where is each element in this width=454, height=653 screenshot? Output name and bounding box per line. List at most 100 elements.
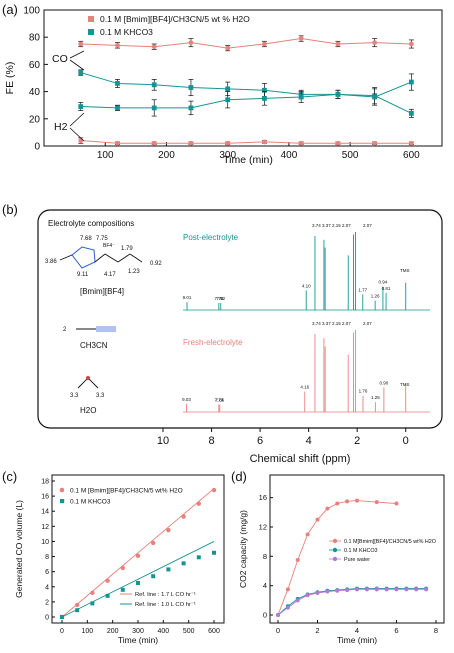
post-top-peak-2: 2.07	[363, 223, 372, 228]
data-point	[384, 587, 389, 592]
data-point	[315, 591, 320, 595]
x-tick-label: 10	[157, 435, 169, 447]
y-tick-label: 40	[29, 87, 41, 98]
data-point	[75, 602, 80, 608]
data-point	[335, 41, 341, 47]
panel-b-chart: Electrolyte compositions 7.68 7.75 BF4⁻ …	[37, 209, 443, 429]
data-point	[262, 41, 267, 47]
bmim-shift-h: 0.92	[150, 261, 162, 267]
y-tick-label: 18	[41, 479, 49, 486]
data-point	[372, 94, 378, 100]
data-point	[105, 578, 110, 583]
nmr-peak-label: 7.70	[214, 398, 223, 403]
legend-swatch-ionic	[88, 16, 94, 22]
acn-name: CH3CN	[80, 341, 108, 350]
x-tick-label: 200	[107, 628, 119, 635]
nmr-peak-label: 1.25	[371, 395, 380, 400]
bmim-name: [Bmim][BF4]	[80, 287, 124, 296]
data-point	[262, 96, 267, 101]
panel-a-label: (a)	[2, 2, 18, 17]
series-line	[277, 588, 427, 616]
x-tick-label: 8	[208, 435, 214, 447]
series-line	[277, 500, 397, 616]
nmr-peak-label: 0.94	[379, 280, 388, 285]
y-tick-label: 8	[45, 554, 49, 561]
panel-a-co-annotation: CO	[52, 53, 68, 65]
data-point	[364, 587, 369, 592]
y-tick-label: 0	[263, 611, 267, 620]
y-tick-label: 8	[263, 552, 267, 561]
legend-marker-ionic	[59, 487, 65, 493]
x-tick-label: 0	[60, 628, 64, 635]
x-tick-label: 100	[97, 150, 114, 161]
x-tick-label: 300	[132, 628, 144, 635]
y-tick-label: 14	[41, 509, 49, 516]
panel-a-x-axis-label: Time (min)	[223, 154, 273, 166]
bmim-shift-e: 4.17	[104, 272, 116, 278]
data-point	[115, 42, 120, 48]
y-tick-label: 16	[41, 494, 49, 501]
panel-d-label: (d)	[231, 469, 247, 484]
data-point	[414, 587, 419, 592]
bmim-shift-d: 9.11	[77, 272, 89, 278]
nmr-peak-label: 7.70	[214, 296, 223, 301]
data-point	[276, 613, 280, 617]
y-tick-label: 100	[23, 6, 40, 17]
data-point	[188, 105, 194, 111]
fresh-top-peaks: 3.74 3.37 2.15 2.07	[312, 321, 351, 326]
data-point	[181, 561, 186, 566]
y-tick-label: 12	[259, 523, 267, 532]
acn-shift: 2	[63, 327, 67, 333]
co-arrow-2	[69, 59, 85, 71]
data-point	[151, 82, 157, 88]
data-point	[285, 587, 290, 592]
data-point	[115, 140, 120, 146]
y-tick-label: 6	[45, 569, 49, 576]
x-tick-label: 300	[219, 150, 236, 161]
y-tick-label: 4	[45, 584, 49, 591]
fresh-top-peak-2: 2.07	[363, 321, 372, 326]
nmr-peak-label: 7.66	[215, 398, 224, 403]
x-tick-label: 4	[306, 435, 312, 447]
data-point	[181, 514, 186, 519]
bmim-structure: 7.68 7.75 BF4⁻ 3.86 9.11 4.17 1.79 1.23 …	[45, 236, 162, 296]
x-tick-label: 200	[158, 150, 175, 161]
co-arrow-1	[69, 50, 85, 59]
data-point	[188, 40, 194, 46]
electrolyte-compositions-title: Electrolyte compositions	[48, 219, 134, 228]
data-point	[295, 598, 300, 603]
nmr-peak-label: 4.10	[302, 284, 311, 289]
data-point	[225, 97, 231, 103]
series-line	[80, 72, 412, 114]
ref-legend-1: Ref. line : 1.7 L CO hr⁻¹	[135, 592, 196, 598]
y-tick-label: 20	[29, 114, 41, 125]
nmr-peak-label: 0.81	[382, 286, 391, 291]
data-point	[404, 587, 409, 592]
x-tick-label: 500	[183, 628, 195, 635]
water-shift-1: 3.3	[70, 393, 79, 399]
reference-line	[61, 488, 215, 618]
fresh-electrolyte-label: Fresh-electrolyte	[183, 338, 243, 347]
water-name: H2O	[80, 406, 96, 415]
data-point	[394, 587, 399, 592]
y-tick-label: 16	[259, 493, 267, 502]
x-tick-label: 400	[157, 628, 169, 635]
data-point	[408, 110, 414, 116]
data-point	[335, 140, 341, 146]
data-point	[188, 140, 194, 146]
panel-d-legend-khco3: 0.1 M KHCO3	[344, 548, 378, 554]
x-tick-label: 6	[394, 626, 398, 635]
data-point	[212, 550, 216, 555]
bf4-label: BF4⁻	[103, 243, 115, 249]
series-line	[80, 140, 412, 144]
data-point	[120, 587, 125, 592]
nmr-peak-label: 9.01	[183, 295, 192, 300]
y-tick-label: 2	[45, 599, 49, 606]
nmr-peak-label: 0.90	[379, 380, 388, 385]
series-line	[277, 588, 427, 616]
x-tick-label: 500	[342, 150, 359, 161]
panel-c-legend-khco3: 0.1 M KHCO3	[70, 499, 111, 506]
nmr-peak-label: 7.62	[216, 296, 225, 301]
x-tick-label: 400	[281, 150, 298, 161]
